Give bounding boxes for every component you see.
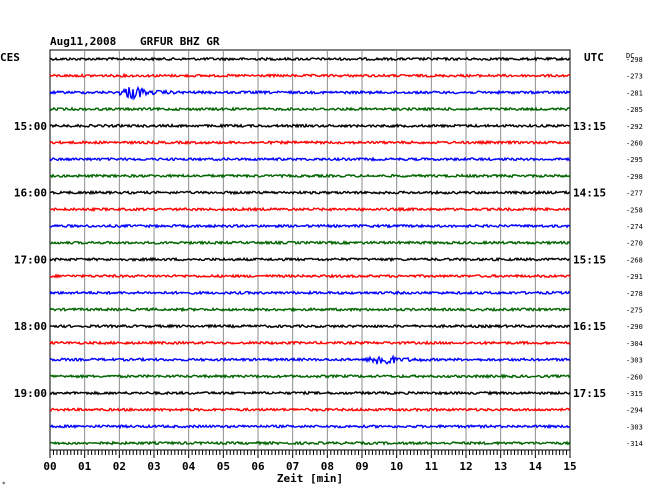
seismogram-trace [49,189,571,196]
seismogram-trace [49,373,571,380]
dc-offset-label: -260 [626,140,643,148]
seismogram-trace [49,239,571,246]
dc-offset-label: -270 [626,240,643,248]
left-hour-label: 16:00 [14,187,47,200]
dc-offset-label: -303 [626,423,643,431]
x-tick-label: 04 [182,460,196,473]
record-date: Aug11,2008 [50,35,116,48]
x-axis: 00 01 02 03 04 05 06 07 08 09 10 11 12 13 14 15 [43,450,577,473]
seismogram-trace [49,56,571,62]
x-tick-label: 05 [217,460,230,473]
hour-labels: 15:00 16:00 17:00 18:00 19:00 13:15 14:15 15:15… [14,120,606,400]
dc-offset-label: -314 [626,440,643,448]
seismogram-trace [49,289,571,296]
station-label: GRFUR BHZ GR [140,35,220,48]
dc-offset-label: -260 [626,373,643,381]
trace-group [49,56,571,446]
seismogram-trace [49,156,571,162]
dc-offset-label: -275 [626,307,643,315]
x-tick-label: 08 [321,460,334,473]
seismogram-trace [49,440,571,446]
seismogram-trace [49,390,571,396]
right-hour-label: 14:15 [573,187,606,200]
dc-offset-label: -285 [626,106,643,114]
x-tick-label: 12 [459,460,472,473]
seismogram-trace [49,106,571,112]
seismogram-trace [49,72,571,79]
right-hour-label: 16:15 [573,320,606,333]
dc-offset-label: -274 [626,223,643,231]
dc-offset-label: -294 [626,407,643,415]
corner-mark: * [2,481,6,488]
seismogram-trace [49,406,571,413]
x-axis-title: Zeit [min] [277,472,343,485]
dc-offset-label: -290 [626,323,643,331]
left-hour-label: 15:00 [14,120,47,133]
dc-offset-label: -298 [626,173,643,181]
left-timezone-label: CES [0,51,20,64]
right-timezone-label: UTC [584,51,604,64]
seismogram-trace [49,323,571,329]
seismogram-trace [49,306,571,313]
minute-grid [49,49,571,451]
dc-offset-label: -315 [626,390,643,398]
dc-offset-label: -273 [626,73,643,81]
seismogram-trace [49,273,571,279]
dc-offset-label: -292 [626,123,643,131]
dc-offset-label: -278 [626,290,643,298]
dc-offset-label: -258 [626,206,643,214]
x-tick-label: 02 [113,460,126,473]
dc-column-label: DC [626,52,634,60]
seismogram-trace [49,340,571,346]
seismogram-trace [49,223,570,229]
left-hour-label: 17:00 [14,253,47,266]
seismogram-trace [49,122,571,129]
seismogram-trace [49,173,571,179]
dc-offset-labels: -298 -273 -281 -285 -292 -260 -295 -298 -277 -258… [626,56,643,448]
x-tick-label: 14 [529,460,543,473]
dc-offset-label: -281 [626,89,643,97]
dc-offset-label: -277 [626,190,643,198]
seismogram-trace [49,256,571,263]
dc-offset-label: -303 [626,357,643,365]
right-hour-label: 13:15 [573,120,606,133]
left-hour-label: 19:00 [14,387,47,400]
x-tick-label: 01 [78,460,92,473]
dc-offset-label: -298 [626,56,643,64]
x-tick-label: 09 [355,460,368,473]
dc-offset-label: -295 [626,156,643,164]
dc-offset-label: -268 [626,256,643,264]
dc-offset-label: -291 [626,273,643,281]
seismogram-trace [49,139,570,146]
seismogram-trace [49,85,571,101]
x-tick-label: 00 [43,460,56,473]
x-tick-label: 15 [563,460,576,473]
right-hour-label: 17:15 [573,387,606,400]
left-hour-label: 18:00 [14,320,47,333]
x-tick-label: 13 [494,460,507,473]
seismogram-trace [49,206,571,213]
right-hour-label: 15:15 [573,253,606,266]
x-tick-label: 07 [286,460,299,473]
x-tick-label: 11 [425,460,439,473]
seismogram-trace [49,354,571,365]
dc-offset-label: -304 [626,340,643,348]
x-tick-label: 10 [390,460,403,473]
seismogram-trace [49,423,571,430]
x-tick-label: 06 [251,460,265,473]
x-tick-label: 03 [147,460,160,473]
